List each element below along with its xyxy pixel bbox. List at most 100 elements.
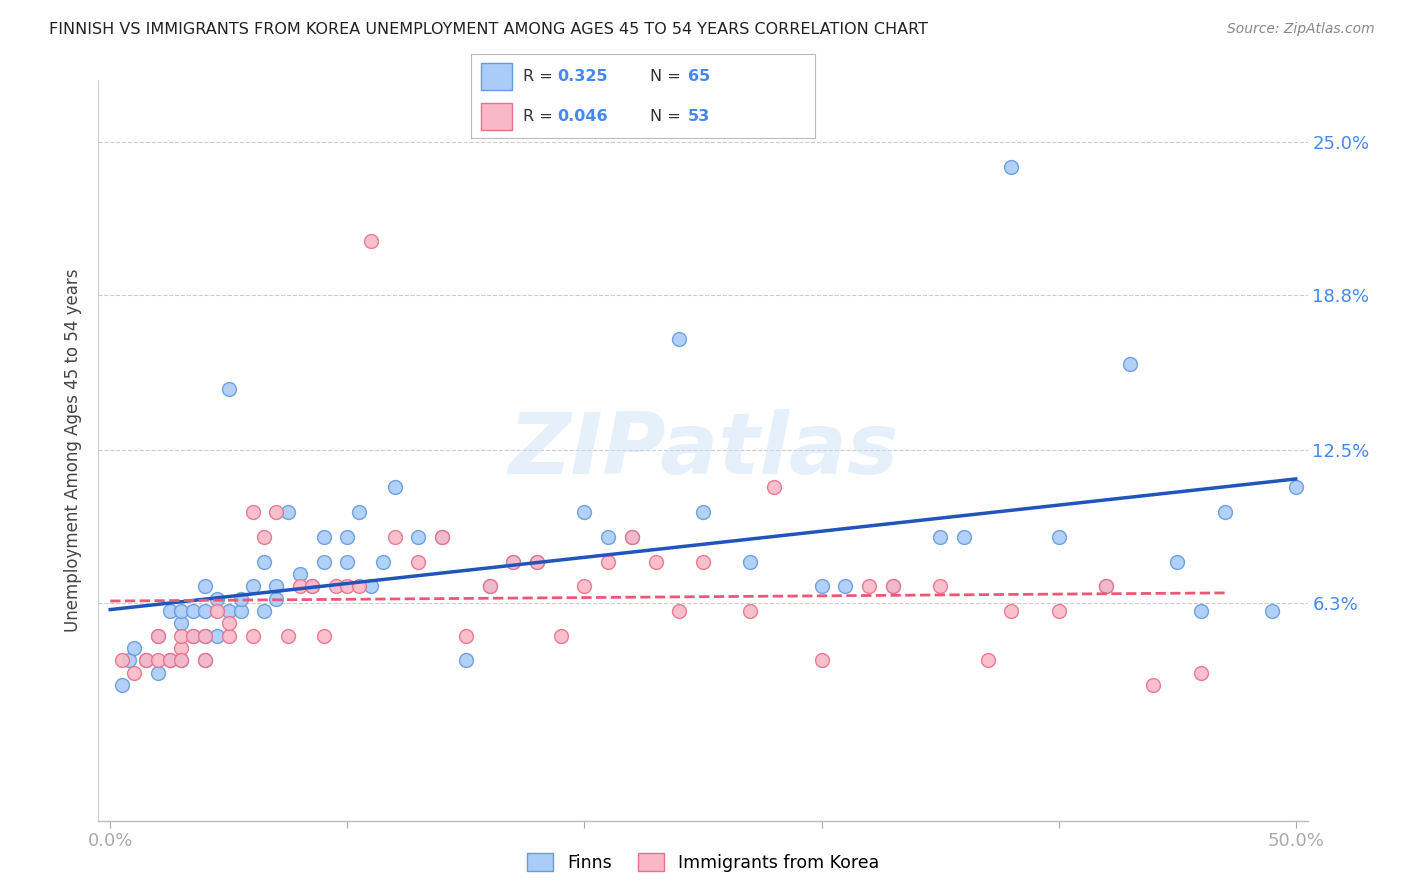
Point: [740, 554, 762, 569]
Point: [478, 579, 501, 593]
Point: [194, 653, 217, 667]
Point: [526, 554, 548, 569]
Legend: Finns, Immigrants from Korea: Finns, Immigrants from Korea: [520, 846, 886, 879]
Point: [1166, 554, 1188, 569]
Point: [644, 554, 666, 569]
Point: [952, 530, 974, 544]
Text: FINNISH VS IMMIGRANTS FROM KOREA UNEMPLOYMENT AMONG AGES 45 TO 54 YEARS CORRELAT: FINNISH VS IMMIGRANTS FROM KOREA UNEMPLO…: [49, 22, 928, 37]
Point: [194, 604, 217, 618]
Point: [882, 579, 904, 593]
Point: [159, 653, 181, 667]
Point: [598, 554, 620, 569]
Text: 65: 65: [688, 69, 710, 84]
Point: [181, 629, 204, 643]
Point: [242, 505, 264, 519]
Point: [301, 579, 323, 593]
Point: [929, 579, 952, 593]
Point: [1095, 579, 1118, 593]
Point: [122, 665, 145, 680]
Point: [122, 640, 145, 655]
Point: [264, 579, 287, 593]
Point: [170, 653, 193, 667]
Point: [336, 554, 359, 569]
Text: R =: R =: [523, 109, 558, 124]
Point: [264, 591, 287, 606]
Point: [692, 505, 714, 519]
Point: [502, 554, 524, 569]
Point: [336, 530, 359, 544]
Point: [118, 653, 141, 667]
Point: [253, 554, 276, 569]
Point: [301, 579, 323, 593]
Point: [253, 530, 276, 544]
Point: [929, 530, 952, 544]
Point: [371, 554, 394, 569]
Point: [181, 604, 204, 618]
Point: [668, 333, 690, 347]
Point: [170, 616, 193, 631]
Bar: [481, 62, 512, 90]
Point: [454, 653, 477, 667]
Point: [253, 604, 276, 618]
Point: [1095, 579, 1118, 593]
Point: [170, 653, 193, 667]
Point: [1261, 604, 1284, 618]
Point: [181, 629, 204, 643]
Point: [194, 653, 217, 667]
Point: [454, 629, 477, 643]
Point: [882, 579, 904, 593]
Point: [170, 604, 193, 618]
Point: [205, 629, 228, 643]
Point: [218, 629, 240, 643]
Point: [763, 481, 786, 495]
Point: [170, 640, 193, 655]
Point: [347, 579, 370, 593]
Point: [1142, 678, 1164, 692]
Point: [229, 604, 252, 618]
Point: [598, 530, 620, 544]
Text: R =: R =: [523, 69, 558, 84]
Point: [229, 591, 252, 606]
Text: ZIPatlas: ZIPatlas: [508, 409, 898, 492]
Point: [288, 579, 311, 593]
Point: [574, 505, 596, 519]
Point: [277, 629, 299, 643]
Point: [159, 653, 181, 667]
Point: [194, 579, 217, 593]
Point: [336, 579, 359, 593]
Point: [692, 554, 714, 569]
Text: Source: ZipAtlas.com: Source: ZipAtlas.com: [1227, 22, 1375, 37]
Point: [1000, 604, 1022, 618]
Point: [432, 530, 454, 544]
Point: [194, 629, 217, 643]
Point: [384, 530, 406, 544]
Point: [360, 234, 382, 248]
Point: [1189, 665, 1212, 680]
Point: [1000, 160, 1022, 174]
Point: [1285, 481, 1308, 495]
Point: [146, 629, 169, 643]
Point: [574, 579, 596, 593]
Point: [205, 604, 228, 618]
Point: [264, 505, 287, 519]
Point: [526, 554, 548, 569]
Y-axis label: Unemployment Among Ages 45 to 54 years: Unemployment Among Ages 45 to 54 years: [65, 268, 83, 632]
Point: [360, 579, 382, 593]
Point: [478, 579, 501, 593]
Point: [218, 382, 240, 396]
Point: [976, 653, 998, 667]
Point: [1189, 604, 1212, 618]
Point: [1119, 357, 1142, 371]
Point: [135, 653, 157, 667]
Point: [159, 604, 181, 618]
Point: [146, 629, 169, 643]
Text: N =: N =: [650, 69, 686, 84]
Point: [111, 653, 134, 667]
Point: [288, 566, 311, 581]
Point: [740, 604, 762, 618]
Point: [1213, 505, 1236, 519]
Point: [408, 530, 430, 544]
Point: [312, 530, 335, 544]
Point: [858, 579, 880, 593]
Point: [205, 591, 228, 606]
